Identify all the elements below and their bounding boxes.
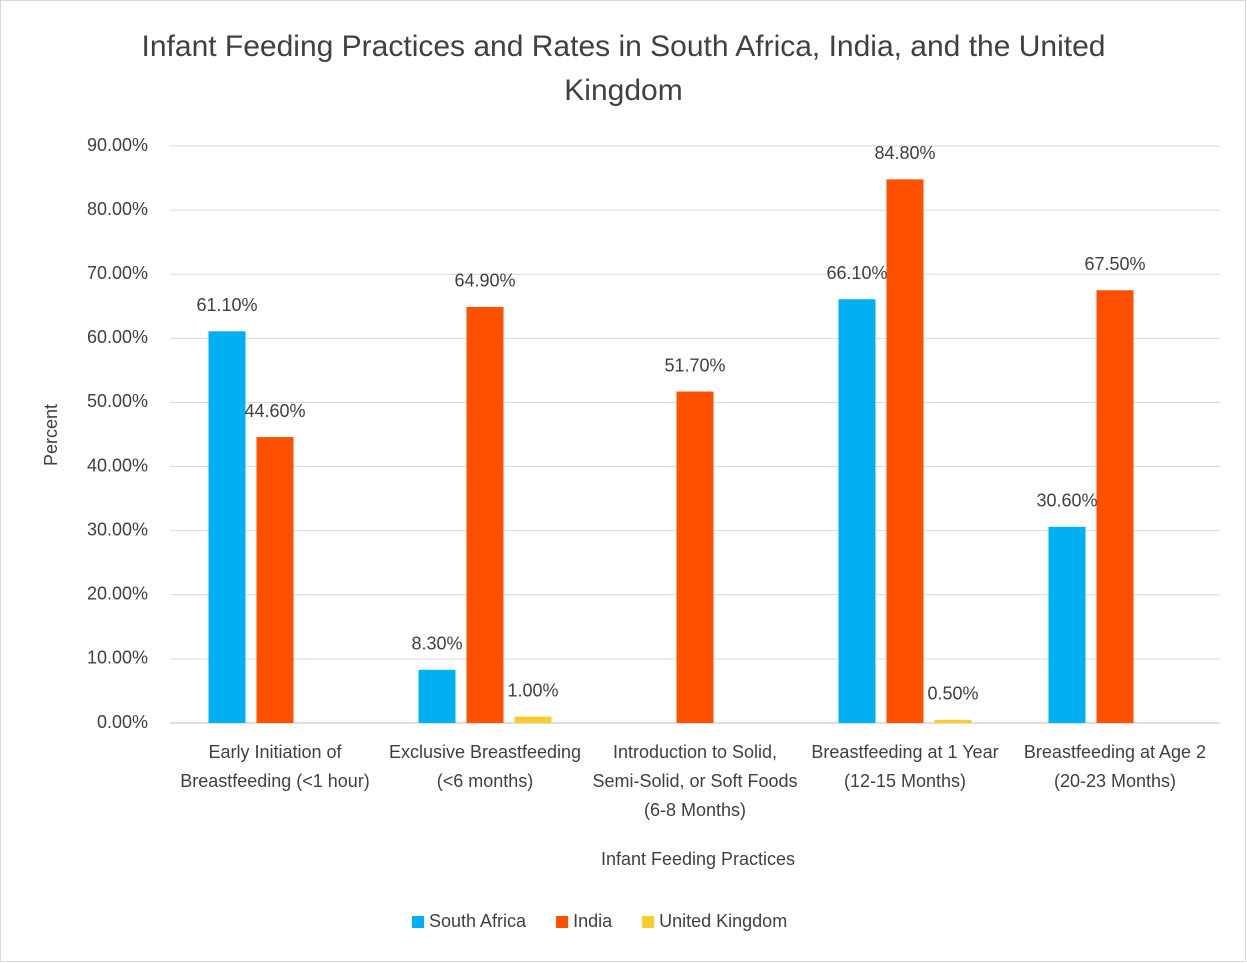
x-axis-title: Infant Feeding Practices bbox=[601, 849, 795, 869]
y-tick-label: 50.00% bbox=[87, 391, 148, 411]
y-tick-label: 90.00% bbox=[87, 135, 148, 155]
bar bbox=[838, 299, 876, 723]
value-label: 30.60% bbox=[1036, 491, 1097, 511]
legend-swatch bbox=[412, 916, 424, 928]
value-label: 1.00% bbox=[507, 680, 558, 700]
bar bbox=[418, 669, 456, 723]
x-tick-label: Introduction to Solid, Semi-Solid, or So… bbox=[592, 742, 798, 820]
y-tick-label: 10.00% bbox=[87, 648, 148, 668]
value-label: 0.50% bbox=[927, 684, 978, 704]
x-tick-label: Breastfeeding at Age 2 (20-23 Months) bbox=[1023, 742, 1207, 791]
x-tick-label: Early Initiation of Breastfeeding (<1 ho… bbox=[180, 742, 370, 791]
title-box: Infant Feeding Practices and Rates in So… bbox=[141, 30, 1106, 107]
y-axis-title: Percent bbox=[41, 404, 61, 466]
legend-swatch bbox=[642, 916, 655, 928]
bar bbox=[934, 719, 972, 723]
value-label: 67.50% bbox=[1084, 254, 1145, 274]
value-label: 44.60% bbox=[244, 401, 305, 421]
bar bbox=[886, 179, 924, 724]
y-tick-label: 80.00% bbox=[87, 199, 148, 219]
value-label: 51.70% bbox=[664, 355, 725, 375]
value-label: 66.10% bbox=[826, 263, 887, 283]
y-tick-label: 60.00% bbox=[87, 327, 148, 347]
y-tick-label: 30.00% bbox=[87, 519, 148, 539]
legend-label: South Africa bbox=[429, 911, 527, 931]
legend-label: United Kingdom bbox=[659, 911, 787, 931]
value-label: 84.80% bbox=[874, 143, 935, 163]
bar bbox=[256, 437, 294, 723]
y-tick-label: 40.00% bbox=[87, 455, 148, 475]
x-tick-label: Exclusive Breastfeeding (<6 months) bbox=[388, 742, 582, 791]
y-tick-label: 20.00% bbox=[87, 584, 148, 604]
bar bbox=[208, 331, 246, 723]
bar bbox=[676, 391, 714, 723]
bar bbox=[1096, 290, 1134, 723]
x-tick-label: Breastfeeding at 1 Year (12-15 Months) bbox=[811, 742, 999, 791]
bar bbox=[514, 716, 552, 723]
y-tick-label: 70.00% bbox=[87, 263, 148, 283]
bar bbox=[466, 306, 504, 723]
value-label: 64.90% bbox=[454, 271, 515, 291]
legend-swatch bbox=[556, 916, 569, 928]
y-tick-label: 0.00% bbox=[97, 712, 148, 732]
bar bbox=[1048, 526, 1086, 723]
chart-title: Infant Feeding Practices and Rates in So… bbox=[141, 30, 1106, 107]
legend-label: India bbox=[573, 911, 613, 931]
value-label: 61.10% bbox=[196, 295, 257, 315]
value-label: 8.30% bbox=[411, 634, 462, 654]
